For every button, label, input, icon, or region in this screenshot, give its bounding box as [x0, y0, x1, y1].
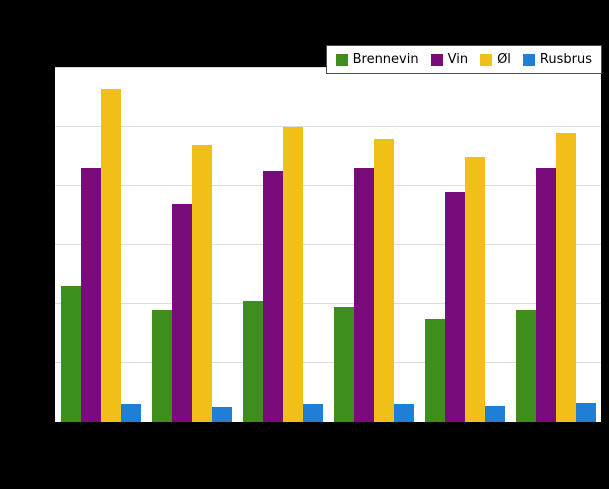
- bar-rusbrus: [484, 406, 505, 422]
- bar-rusbrus: [575, 403, 596, 422]
- bar-vin: [262, 171, 283, 422]
- bar-group: [510, 68, 601, 422]
- bar-brennevin: [424, 318, 445, 422]
- legend-item-brennevin: Brennevin: [335, 52, 419, 67]
- gridline: [55, 244, 601, 245]
- bar-groups: [55, 68, 601, 422]
- gridline: [55, 362, 601, 363]
- bar-group: [146, 68, 237, 422]
- plot-area: [55, 67, 601, 424]
- bar-brennevin: [60, 286, 81, 422]
- bar--l: [282, 127, 303, 422]
- bar--l: [555, 132, 576, 422]
- bar-vin: [444, 191, 465, 422]
- legend-swatch-icon: [335, 53, 348, 66]
- bar-group: [55, 68, 146, 422]
- legend-swatch-icon: [480, 53, 493, 66]
- bar-vin: [535, 168, 556, 422]
- bar-rusbrus: [302, 404, 323, 422]
- bar-vin: [80, 168, 101, 422]
- gridline: [55, 185, 601, 186]
- bar--l: [100, 88, 121, 422]
- bar-brennevin: [151, 309, 172, 422]
- legend-item-rusbrus: Rusbrus: [522, 52, 592, 67]
- bar-brennevin: [333, 306, 354, 422]
- legend-item-vin: Vin: [430, 52, 469, 67]
- bar--l: [191, 144, 212, 422]
- legend-swatch-icon: [430, 53, 443, 66]
- legend-label: Øl: [497, 52, 511, 67]
- bar-group: [328, 68, 419, 422]
- gridline: [55, 126, 601, 127]
- gridline: [55, 303, 601, 304]
- bar-brennevin: [515, 309, 536, 422]
- bar-rusbrus: [211, 407, 232, 422]
- legend-label: Vin: [447, 52, 469, 67]
- bar-group: [237, 68, 328, 422]
- bar-vin: [353, 168, 374, 422]
- bar-rusbrus: [120, 404, 141, 422]
- bar-vin: [171, 203, 192, 422]
- bar-brennevin: [242, 301, 263, 422]
- legend: Brennevin Vin Øl Rusbrus: [325, 45, 602, 74]
- bar-group: [419, 68, 510, 422]
- bar-rusbrus: [393, 404, 414, 422]
- legend-item--l: Øl: [480, 52, 511, 67]
- legend-label: Brennevin: [352, 52, 419, 67]
- legend-label: Rusbrus: [539, 52, 592, 67]
- legend-swatch-icon: [522, 53, 535, 66]
- bar--l: [464, 156, 485, 422]
- bar--l: [373, 138, 394, 422]
